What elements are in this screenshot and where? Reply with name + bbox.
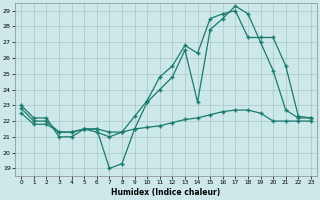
X-axis label: Humidex (Indice chaleur): Humidex (Indice chaleur) [111, 188, 221, 197]
